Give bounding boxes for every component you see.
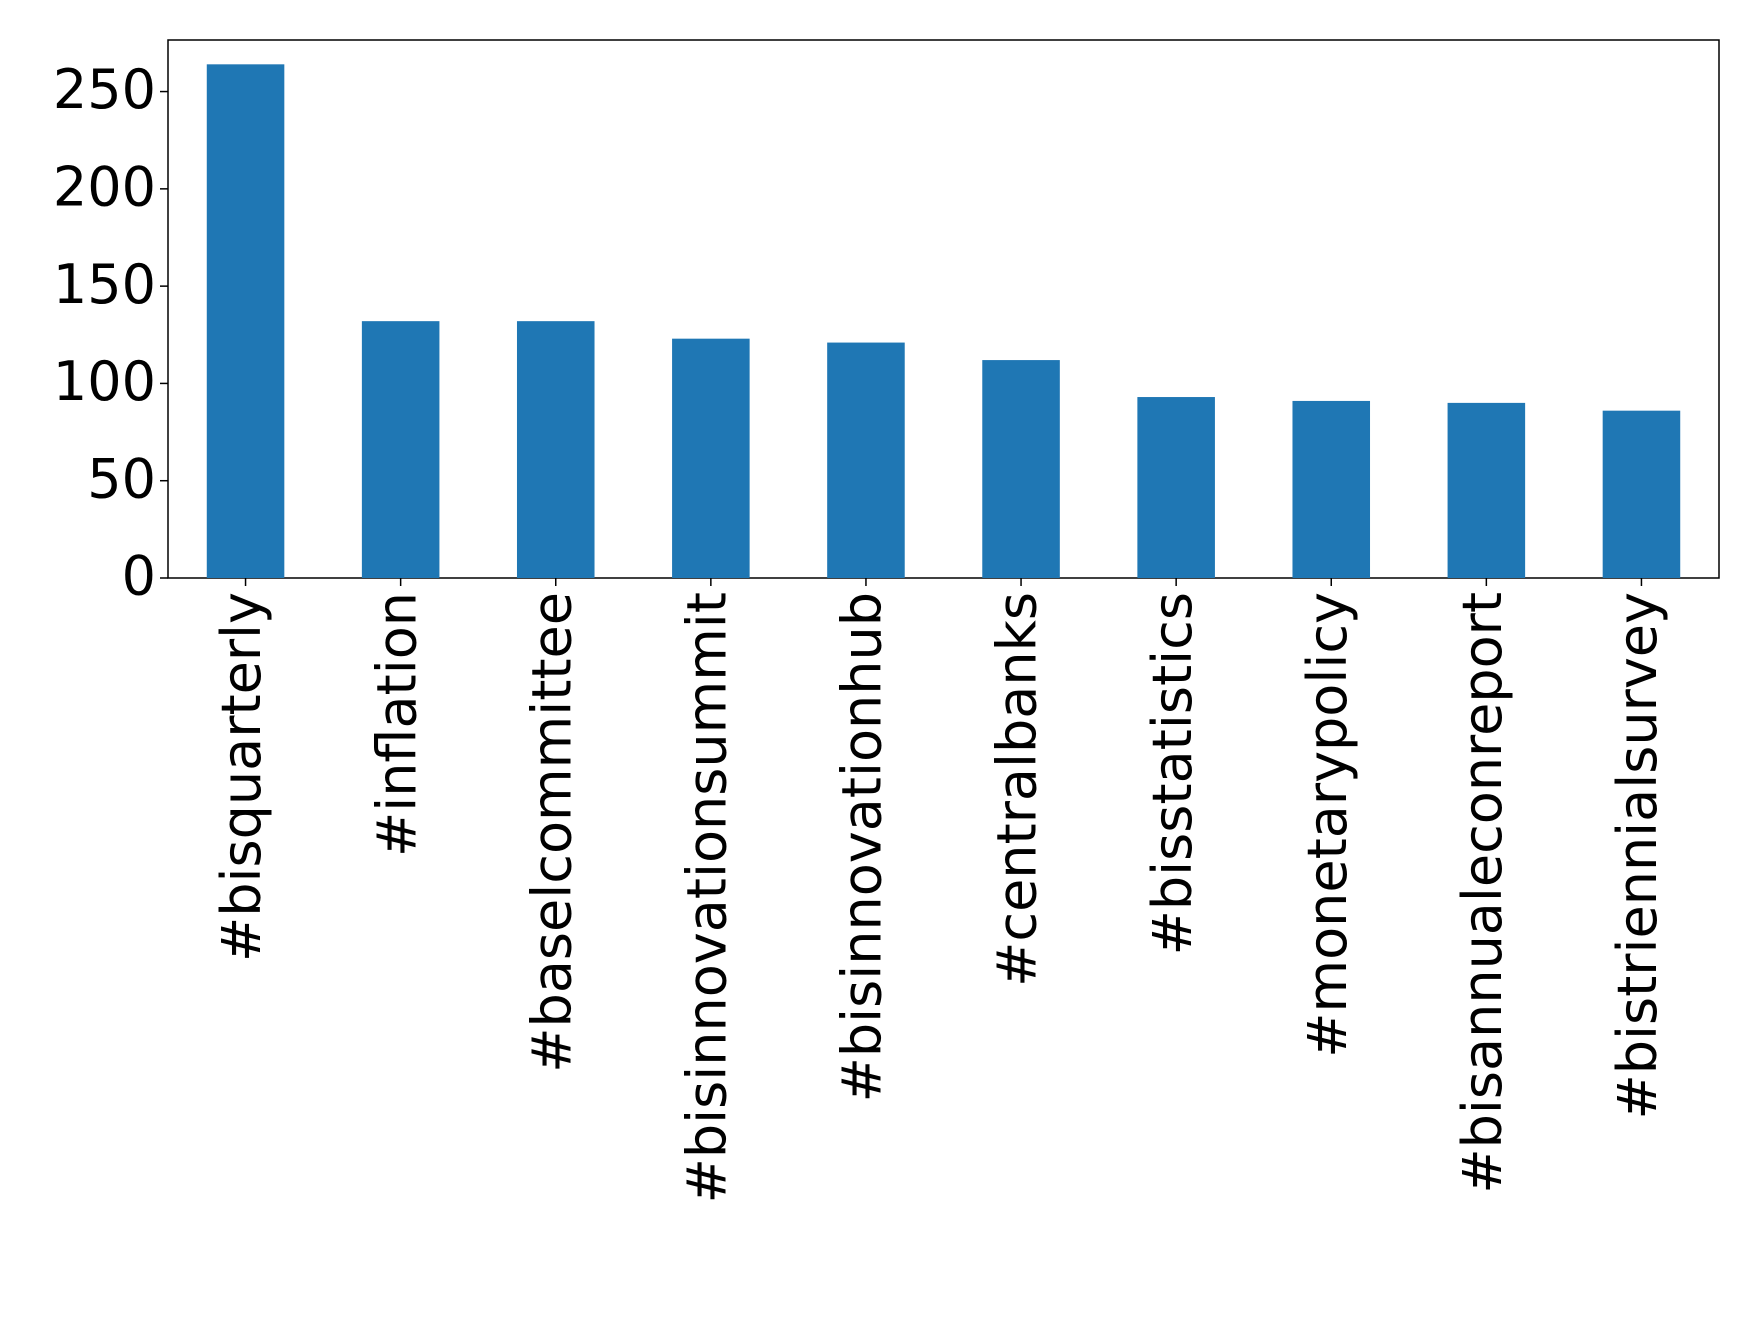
x-tick-label: #bistriennialsurvey (1606, 592, 1669, 1120)
y-tick-label: 50 (87, 447, 156, 510)
x-tick-label: #monetarypolicy (1296, 592, 1359, 1058)
bar (982, 360, 1060, 578)
bar (206, 64, 285, 578)
bar (516, 321, 595, 578)
y-tick-label: 200 (53, 155, 156, 218)
bar (1137, 397, 1215, 578)
plot-frame (167, 39, 1720, 579)
bar (827, 342, 905, 578)
y-tick-label: 250 (53, 58, 156, 121)
x-tick-label: #bisstatistics (1141, 592, 1204, 955)
bar (361, 321, 440, 578)
y-tick-label: 0 (122, 545, 156, 608)
bar (1292, 400, 1371, 578)
bar (672, 338, 750, 578)
bar (1447, 402, 1526, 578)
bar (1602, 410, 1681, 578)
x-tick-label: #bisinnovationhub (831, 592, 894, 1102)
x-tick-label: #inflation (365, 592, 428, 857)
x-tick-label: #centralbanks (986, 592, 1049, 987)
x-tick-label: #baselcommittee (520, 592, 583, 1073)
x-tick-label: #bisinnovationsummit (675, 592, 738, 1203)
y-tick-label: 150 (53, 253, 156, 316)
y-tick-label: 100 (53, 350, 156, 413)
x-tick-label: #bisannualeconreport (1451, 592, 1514, 1194)
x-tick-label: #bisquarterly (210, 592, 273, 962)
